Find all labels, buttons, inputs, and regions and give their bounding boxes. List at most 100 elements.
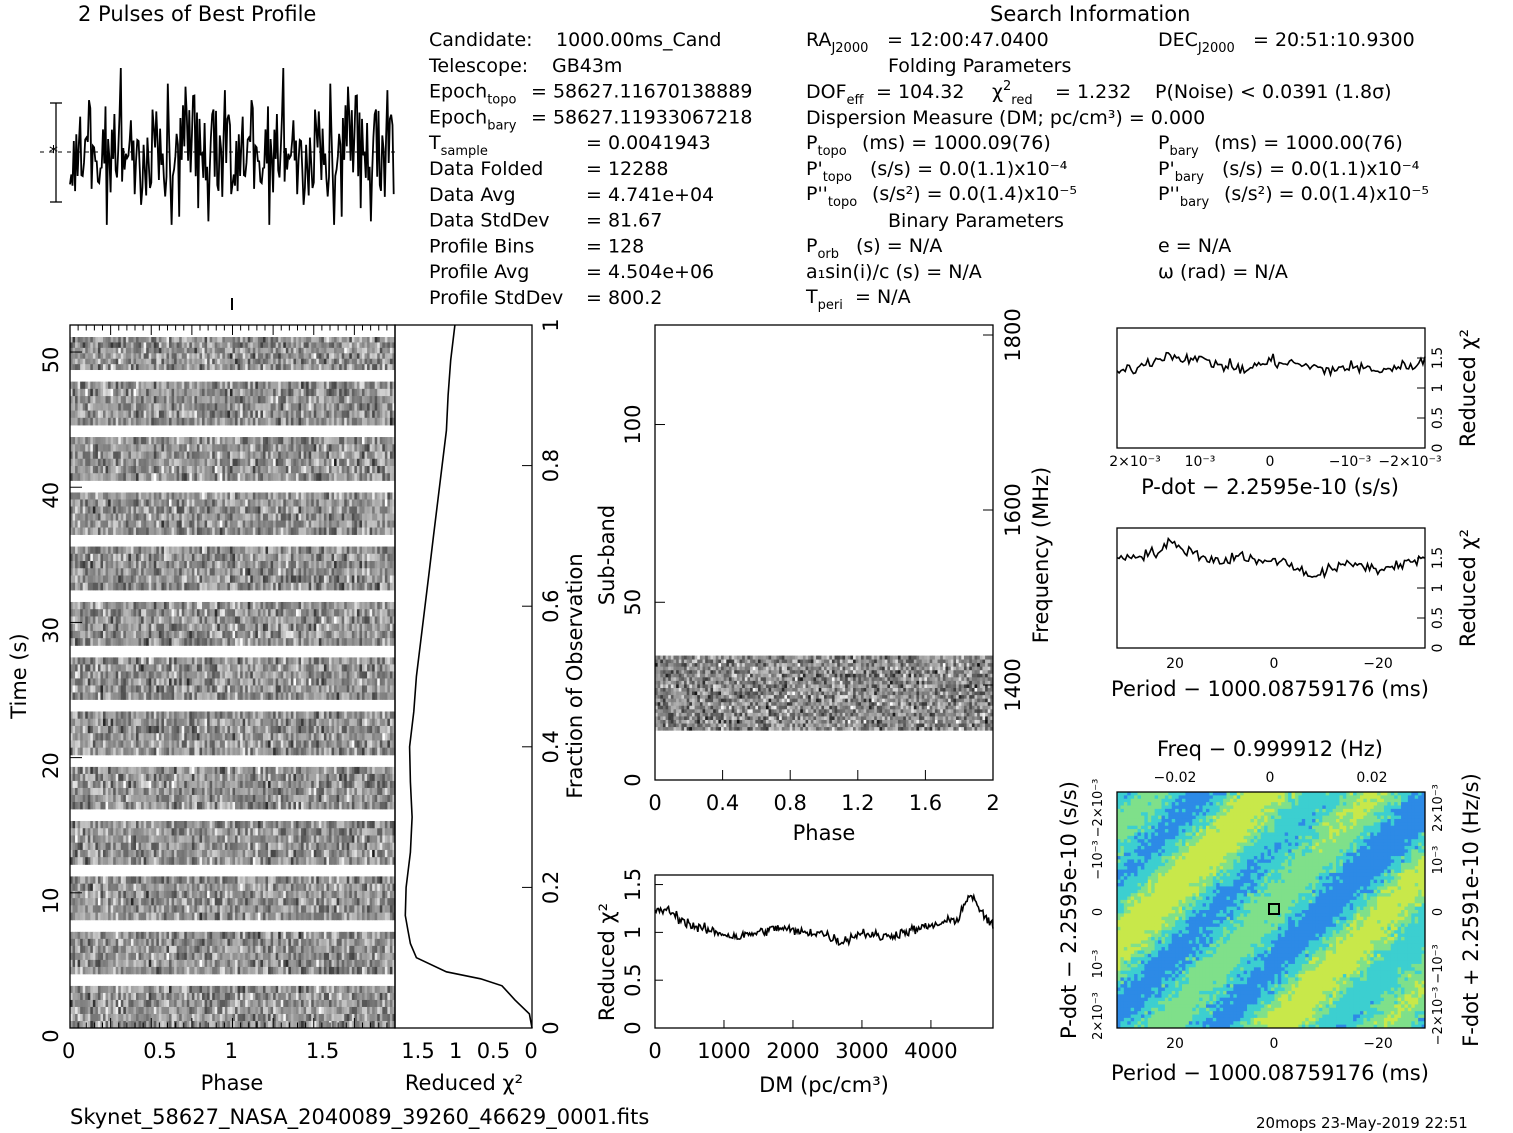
pixel bbox=[80, 725, 84, 734]
pixel bbox=[229, 820, 233, 829]
pixel bbox=[224, 1013, 228, 1022]
pixel bbox=[288, 898, 292, 906]
pixel bbox=[265, 766, 269, 775]
pixel bbox=[268, 992, 271, 1001]
pixel bbox=[105, 725, 109, 734]
pixel bbox=[199, 671, 203, 679]
pixel bbox=[334, 835, 338, 844]
info-value: = 12288 bbox=[586, 158, 668, 180]
pixel bbox=[280, 657, 284, 665]
pixel bbox=[270, 787, 274, 796]
pixel bbox=[374, 1006, 378, 1015]
pixel bbox=[354, 740, 358, 749]
pixel bbox=[146, 671, 150, 679]
pixel bbox=[387, 905, 391, 914]
pixel bbox=[311, 952, 315, 961]
pixel bbox=[280, 883, 284, 892]
pixel bbox=[359, 999, 363, 1008]
pixel bbox=[288, 820, 292, 829]
pixel bbox=[326, 794, 330, 803]
pixel bbox=[356, 992, 360, 1001]
pixel bbox=[100, 876, 104, 885]
pixel bbox=[290, 905, 294, 914]
pixel bbox=[247, 931, 251, 940]
pixel bbox=[351, 999, 355, 1008]
pixel bbox=[151, 787, 155, 796]
pixel bbox=[108, 773, 112, 782]
pixel bbox=[336, 801, 340, 810]
pixel bbox=[351, 890, 355, 899]
pixel bbox=[255, 966, 259, 975]
pixel bbox=[341, 718, 345, 727]
pixel bbox=[364, 773, 368, 782]
pixel bbox=[384, 725, 388, 734]
pixel bbox=[186, 898, 190, 906]
pixel bbox=[245, 898, 249, 906]
pixel bbox=[212, 959, 216, 968]
pixel bbox=[382, 1006, 386, 1015]
pixel bbox=[382, 938, 386, 947]
pixel bbox=[262, 876, 266, 885]
pixel bbox=[316, 664, 320, 672]
pixel bbox=[103, 883, 106, 892]
pixel bbox=[257, 905, 261, 914]
pixel bbox=[247, 664, 251, 672]
pixel bbox=[339, 828, 343, 836]
pixel bbox=[123, 773, 127, 782]
pixel bbox=[219, 857, 223, 865]
pixel bbox=[189, 966, 193, 975]
pixel bbox=[235, 905, 238, 914]
pixel bbox=[349, 857, 353, 865]
pixel bbox=[163, 876, 167, 885]
pixel bbox=[158, 664, 162, 672]
pixel bbox=[374, 828, 378, 836]
pixel bbox=[194, 1013, 198, 1022]
pixel bbox=[85, 931, 89, 940]
pixel bbox=[125, 966, 129, 975]
pixel bbox=[382, 773, 386, 782]
pixel bbox=[120, 999, 124, 1008]
pixel bbox=[146, 664, 150, 672]
pixel bbox=[199, 787, 203, 796]
pixel bbox=[199, 1006, 203, 1015]
pixel bbox=[308, 733, 312, 741]
pixel bbox=[125, 794, 129, 803]
pixel bbox=[235, 898, 238, 906]
pixel bbox=[237, 740, 241, 749]
pdbary-label: P'bary bbox=[1158, 158, 1204, 185]
pixel bbox=[361, 945, 365, 954]
pixel bbox=[273, 992, 277, 1001]
pixel bbox=[237, 671, 241, 679]
pixel bbox=[372, 938, 376, 947]
pixel bbox=[181, 945, 185, 954]
pixel bbox=[349, 1006, 353, 1015]
pixel bbox=[379, 912, 383, 921]
pixel bbox=[308, 787, 312, 796]
pixel bbox=[136, 664, 139, 672]
pixel bbox=[92, 718, 96, 727]
pixel bbox=[336, 733, 340, 741]
pixel bbox=[75, 794, 79, 803]
pixel bbox=[247, 952, 251, 961]
pixel bbox=[108, 938, 112, 947]
pixel bbox=[120, 985, 124, 994]
pixel bbox=[118, 747, 122, 756]
pixel bbox=[181, 952, 185, 961]
pixel bbox=[189, 857, 193, 865]
pixel bbox=[326, 966, 330, 975]
pixel bbox=[229, 905, 233, 914]
pixel bbox=[351, 952, 355, 961]
pixel bbox=[133, 857, 137, 865]
info-label: Data Folded bbox=[429, 158, 543, 180]
pixel bbox=[176, 966, 180, 975]
pixel bbox=[166, 883, 170, 892]
pixel bbox=[288, 966, 292, 975]
pixel bbox=[209, 883, 213, 892]
pixel bbox=[108, 733, 112, 741]
pixel bbox=[103, 985, 106, 994]
pixel bbox=[189, 959, 193, 968]
pixel bbox=[105, 671, 109, 679]
pixel bbox=[130, 842, 134, 851]
pixel bbox=[125, 883, 129, 892]
pixel bbox=[90, 905, 94, 914]
